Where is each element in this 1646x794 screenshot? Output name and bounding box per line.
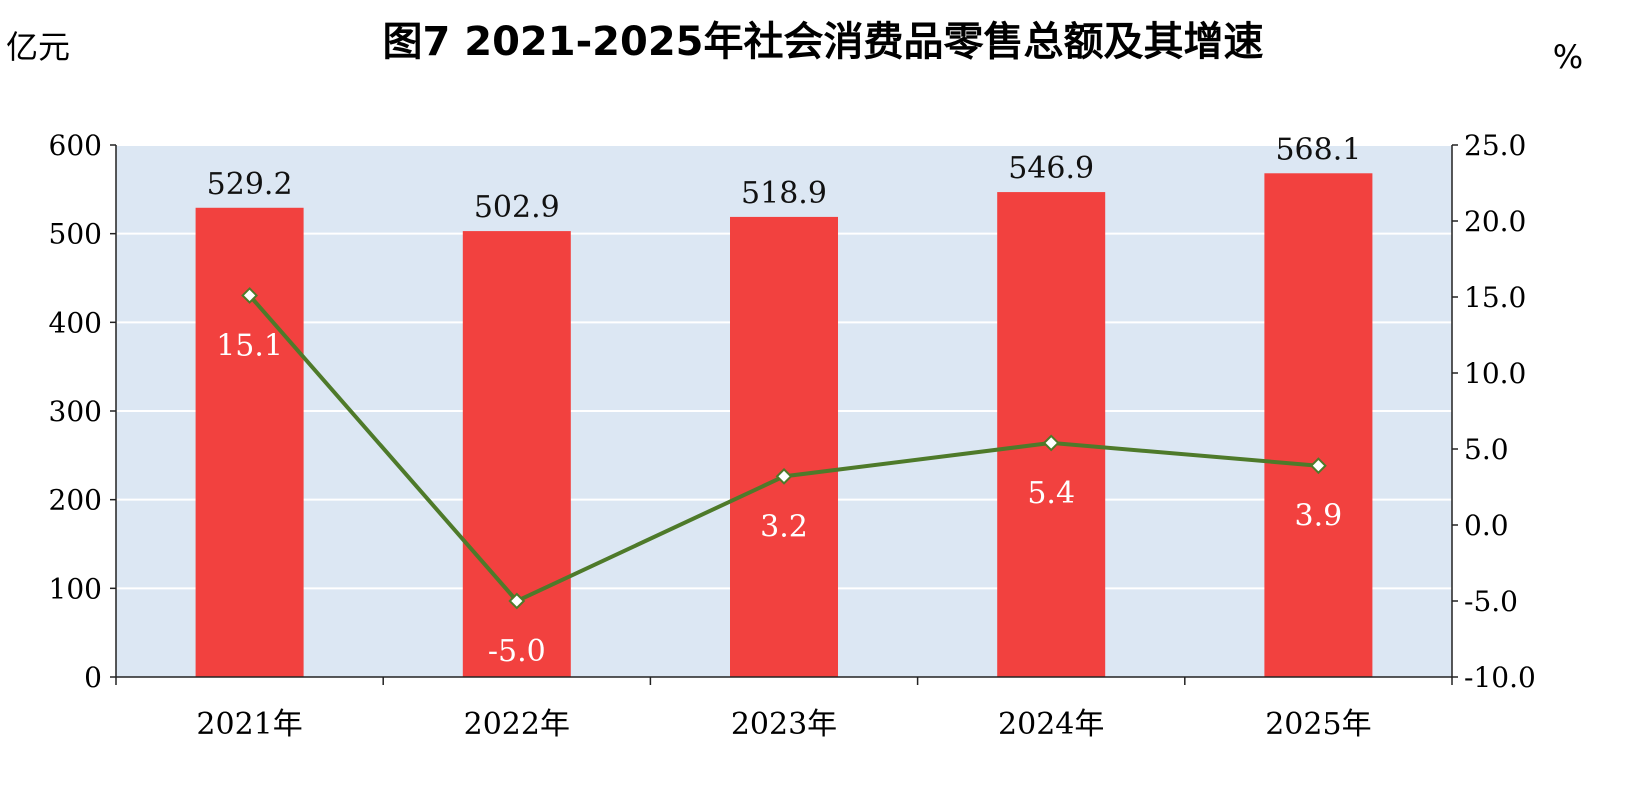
growth-value-label: -5.0 xyxy=(488,634,546,669)
chart-title: 图7 2021-2025年社会消费品零售总额及其增速 xyxy=(382,19,1263,65)
growth-point-marker xyxy=(508,592,526,610)
bar xyxy=(1264,173,1373,677)
growth-point-marker xyxy=(241,287,259,304)
bar xyxy=(730,216,838,677)
bar-value-label: 546.9 xyxy=(1008,151,1094,186)
growth-line xyxy=(241,287,1327,610)
category-label: 2021年 xyxy=(196,707,302,742)
growth-point-marker xyxy=(1042,434,1060,452)
category-label: 2023年 xyxy=(731,707,837,742)
growth-point-marker xyxy=(1309,457,1327,475)
category-labels: 2021年 2022年 2023年 2024年 2025年 xyxy=(196,707,1371,742)
right-tick-label: 5.0 xyxy=(1464,433,1509,466)
left-tick-label: 600 xyxy=(49,129,102,162)
right-tick-label: 10.0 xyxy=(1464,357,1526,390)
bar-value-label: 518.9 xyxy=(741,176,827,211)
growth-value-labels: 15.1 -5.0 3.2 5.4 3.9 xyxy=(216,328,1342,669)
category-label: 2025年 xyxy=(1265,707,1371,742)
bar-value-labels: 529.2 502.9 518.9 546.9 568.1 xyxy=(207,132,1362,225)
left-axis-unit: 亿元 xyxy=(6,28,70,66)
bar-value-label: 502.9 xyxy=(474,190,560,225)
growth-value-label: 5.4 xyxy=(1027,476,1075,511)
left-tick-label: 300 xyxy=(49,395,102,428)
right-tick-label: 20.0 xyxy=(1464,205,1526,238)
axes xyxy=(110,144,1458,685)
category-label: 2024年 xyxy=(998,707,1104,742)
left-axis-ticks: 0 100 200 300 400 500 600 xyxy=(49,129,102,694)
right-tick-label: -5.0 xyxy=(1464,585,1518,618)
bar-value-label: 568.1 xyxy=(1275,132,1361,167)
right-tick-label: -10.0 xyxy=(1464,661,1536,694)
right-tick-label: 15.0 xyxy=(1464,281,1526,314)
growth-point-marker xyxy=(775,467,793,485)
growth-value-label: 3.2 xyxy=(760,509,808,544)
category-label: 2022年 xyxy=(464,707,570,742)
left-tick-label: 100 xyxy=(49,572,102,605)
bar xyxy=(195,207,304,677)
bar xyxy=(462,231,571,677)
growth-value-label: 15.1 xyxy=(216,328,283,363)
growth-value-label: 3.9 xyxy=(1295,499,1343,534)
left-tick-label: 0 xyxy=(84,661,102,694)
left-tick-label: 200 xyxy=(49,484,102,517)
left-tick-label: 400 xyxy=(49,306,102,339)
right-tick-label: 0.0 xyxy=(1464,509,1509,542)
right-axis-unit: % xyxy=(1553,38,1583,76)
right-tick-label: 25.0 xyxy=(1464,129,1526,162)
right-axis-ticks: -10.0 -5.0 0.0 5.0 10.0 15.0 20.0 25.0 xyxy=(1464,129,1536,694)
bar-value-label: 529.2 xyxy=(207,167,293,202)
left-tick-label: 500 xyxy=(49,218,102,251)
